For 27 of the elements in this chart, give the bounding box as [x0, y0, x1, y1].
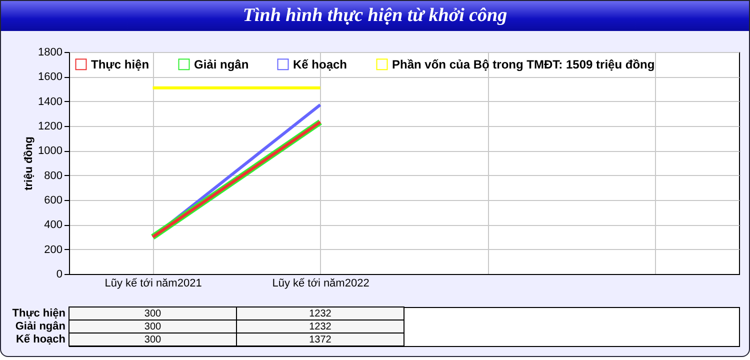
y-tick-label: 1400	[38, 96, 62, 108]
text: Giải ngân	[15, 320, 66, 332]
text: Kế hoạch	[16, 334, 66, 346]
data-label: 1232	[309, 308, 332, 320]
y-tick-label: 200	[44, 244, 62, 256]
y-tick-label: 0	[56, 268, 62, 280]
data-label: 1232	[309, 322, 332, 332]
y-tick-label: 800	[44, 170, 62, 182]
x-tick-label: Lũy kế tới năm2021	[104, 278, 202, 290]
text: Thực hiện	[12, 308, 66, 320]
data-label: 300	[144, 334, 162, 346]
y-axis-title: triệu đồng	[23, 136, 36, 190]
data-label: 300	[144, 308, 162, 320]
y-tick-label: 600	[44, 194, 62, 206]
y-tick-label: 1800	[38, 46, 62, 58]
legend-label: Giải ngân	[194, 57, 249, 72]
chart-title: Tình hình thực hiện từ khởi công	[1, 1, 749, 31]
y-tick-label: 1600	[38, 71, 62, 84]
legend-label: Kế hoạch	[293, 57, 348, 72]
y-tick-label: 1000	[38, 145, 62, 158]
data-label: 1372	[309, 334, 332, 346]
y-tick-label: 400	[44, 219, 62, 232]
data-label: 300	[144, 322, 162, 332]
x-tick-label: Lũy kế tới năm2022	[272, 278, 370, 290]
legend-label: Thực hiện	[91, 57, 150, 72]
legend-label: Phần vốn của Bộ trong TMĐT: 1509 triệu đồng	[392, 57, 655, 72]
y-tick-label: 1200	[38, 120, 62, 132]
